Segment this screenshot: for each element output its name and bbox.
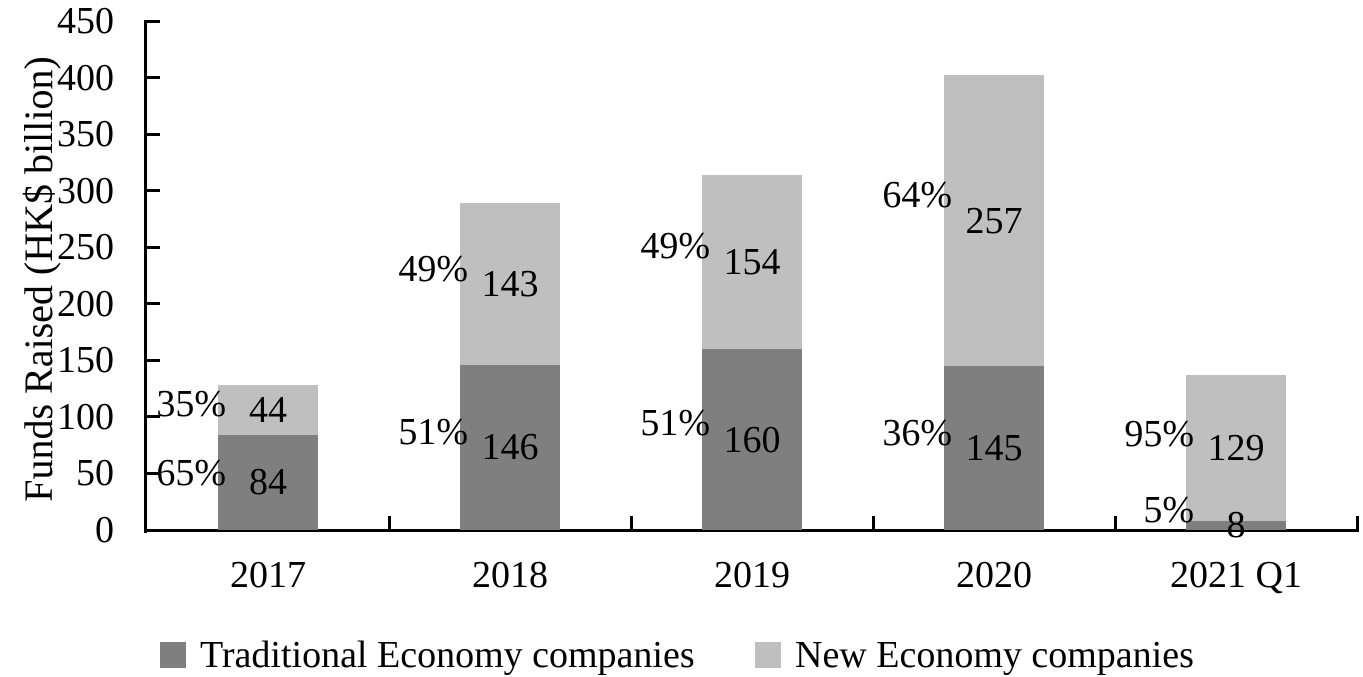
- y-tick-label: 150: [57, 339, 114, 382]
- y-tick-label: 50: [76, 452, 114, 495]
- x-tick-mark: [1113, 516, 1117, 530]
- legend-swatch-icon: [755, 642, 781, 668]
- y-tick-label: 350: [57, 113, 114, 156]
- value-label: 143: [481, 262, 539, 305]
- percent-label: 5%: [1143, 489, 1194, 531]
- percent-label: 36%: [882, 411, 952, 454]
- x-axis-line: [144, 529, 1359, 532]
- percent-label: 65%: [156, 451, 226, 494]
- percent-label: 64%: [882, 174, 952, 217]
- y-tick-mark: [147, 245, 160, 249]
- y-tick-mark: [147, 358, 160, 362]
- y-tick-mark: [147, 132, 160, 136]
- bar-segment-new: [460, 203, 560, 365]
- bar-segment-new: [944, 75, 1044, 366]
- percent-label: 49%: [398, 248, 468, 291]
- percent-label: 95%: [1124, 413, 1194, 456]
- value-label: 84: [249, 461, 287, 504]
- y-tick-label: 0: [95, 509, 114, 551]
- value-label: 160: [723, 418, 781, 461]
- y-tick-label: 450: [57, 0, 114, 42]
- category-label: 2018: [472, 554, 548, 596]
- percent-label: 51%: [640, 402, 710, 445]
- y-tick-mark: [147, 19, 160, 23]
- bar-segment-new: [218, 385, 318, 435]
- value-label: 146: [481, 426, 539, 469]
- legend-item-new: New Economy companies: [755, 632, 1194, 677]
- y-tick-label: 200: [57, 282, 114, 325]
- y-tick-mark: [147, 471, 160, 475]
- bar-segment-traditional: [944, 365, 1044, 530]
- percent-label: 35%: [156, 383, 226, 426]
- y-tick-mark: [147, 302, 160, 306]
- category-label: 2019: [714, 554, 790, 596]
- legend-item-traditional: Traditional Economy companies: [160, 632, 695, 677]
- value-label: 145: [965, 426, 1023, 469]
- value-label: 257: [965, 199, 1023, 242]
- bar-segment-traditional: [1186, 520, 1286, 530]
- y-axis-line: [144, 20, 147, 533]
- y-tick-label: 400: [57, 56, 114, 99]
- y-tick-mark: [147, 189, 160, 193]
- value-label: 8: [1226, 504, 1246, 547]
- y-tick-mark: [147, 76, 160, 80]
- legend-label: New Economy companies: [795, 634, 1194, 676]
- bar-segment-traditional: [460, 364, 560, 530]
- category-label: 2017: [230, 554, 306, 596]
- y-tick-label: 100: [57, 395, 114, 438]
- y-tick-mark: [147, 415, 160, 419]
- x-tick-mark: [387, 516, 391, 530]
- category-label: 2020: [956, 554, 1032, 596]
- percent-label: 51%: [398, 411, 468, 454]
- bar-segment-new: [702, 174, 802, 350]
- bar-segment-traditional: [218, 434, 318, 530]
- x-tick-mark: [871, 516, 875, 530]
- legend-label: Traditional Economy companies: [200, 634, 695, 676]
- bar-segment-new: [1186, 375, 1286, 521]
- x-tick-mark: [629, 516, 633, 530]
- category-label: 2021 Q1: [1170, 554, 1302, 596]
- value-label: 44: [249, 389, 287, 432]
- value-label: 129: [1207, 426, 1265, 469]
- bar-segment-traditional: [702, 349, 802, 530]
- x-tick-mark: [1355, 516, 1359, 530]
- y-tick-label: 300: [57, 169, 114, 212]
- percent-label: 49%: [640, 224, 710, 267]
- legend-swatch-icon: [160, 642, 186, 668]
- value-label: 154: [723, 240, 781, 283]
- y-tick-label: 250: [57, 226, 114, 269]
